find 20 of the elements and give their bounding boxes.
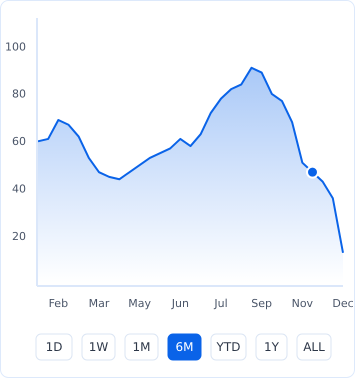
- x-tick-label: Sep: [251, 297, 272, 310]
- y-tick-label: 20: [12, 230, 26, 244]
- button: 1W: [82, 334, 116, 360]
- y-tick-label: 40: [12, 182, 26, 196]
- x-tick-label: May: [128, 297, 152, 310]
- button: YTD: [210, 334, 246, 360]
- button: 1Y: [256, 334, 288, 360]
- x-tick-label: Dec: [332, 297, 354, 310]
- x-tick-label: Jun: [170, 297, 189, 310]
- button: ALL: [296, 334, 332, 360]
- y-tick-label: 100: [5, 40, 26, 54]
- y-tick-label: 60: [12, 135, 26, 148]
- y-tick-label: 80: [12, 88, 26, 101]
- x-tick-label: Feb: [48, 297, 68, 310]
- x-tick-label: Jul: [213, 297, 228, 310]
- selected-button: 6M: [168, 334, 202, 360]
- button: 1M: [124, 334, 158, 360]
- x-tick-label: Mar: [88, 297, 110, 310]
- x-tick-label: Nov: [292, 297, 314, 310]
- button: 1D: [36, 334, 72, 360]
